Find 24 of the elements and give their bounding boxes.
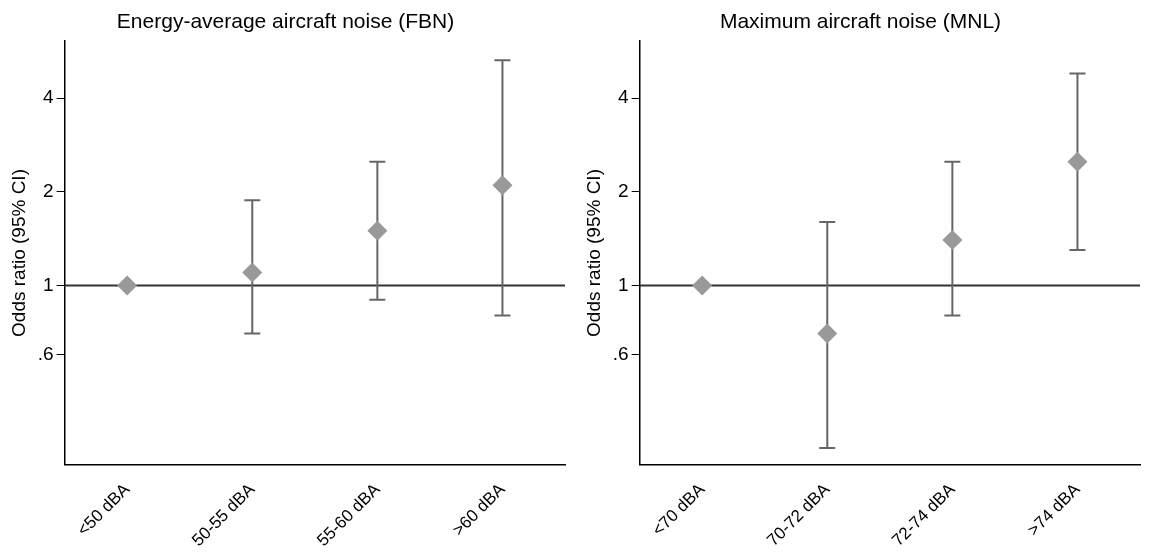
point bbox=[492, 175, 513, 196]
y-tick-label: 2 bbox=[618, 180, 629, 202]
x-tick-label: >74 dBA bbox=[1023, 479, 1085, 540]
point bbox=[692, 275, 713, 296]
x-tick-label: <70 dBA bbox=[648, 479, 709, 540]
point bbox=[942, 229, 963, 250]
y-tick-label: 2 bbox=[43, 180, 54, 202]
point bbox=[242, 262, 263, 283]
x-tick-label: <50 dBA bbox=[73, 479, 134, 540]
chart-title: Maximum aircraft noise (MNL) bbox=[719, 9, 1002, 33]
y-tick-label: .6 bbox=[37, 342, 54, 364]
y-axis-title: Odds ratio (95% CI) bbox=[7, 169, 29, 337]
y-tick-label: 1 bbox=[43, 273, 54, 295]
point bbox=[1067, 151, 1088, 172]
y-tick-label: 1 bbox=[618, 273, 629, 295]
y-tick-label: 4 bbox=[618, 86, 630, 108]
x-tick-label: >60 dBA bbox=[448, 479, 510, 540]
point bbox=[117, 275, 138, 296]
y-axis-title: Odds ratio (95% CI) bbox=[582, 169, 604, 337]
point bbox=[367, 220, 388, 241]
y-tick-label: .6 bbox=[612, 342, 629, 364]
point bbox=[817, 323, 838, 344]
y-tick-label: 4 bbox=[43, 86, 55, 108]
chart-title: Energy-average aircraft noise (FBN) bbox=[116, 9, 455, 33]
